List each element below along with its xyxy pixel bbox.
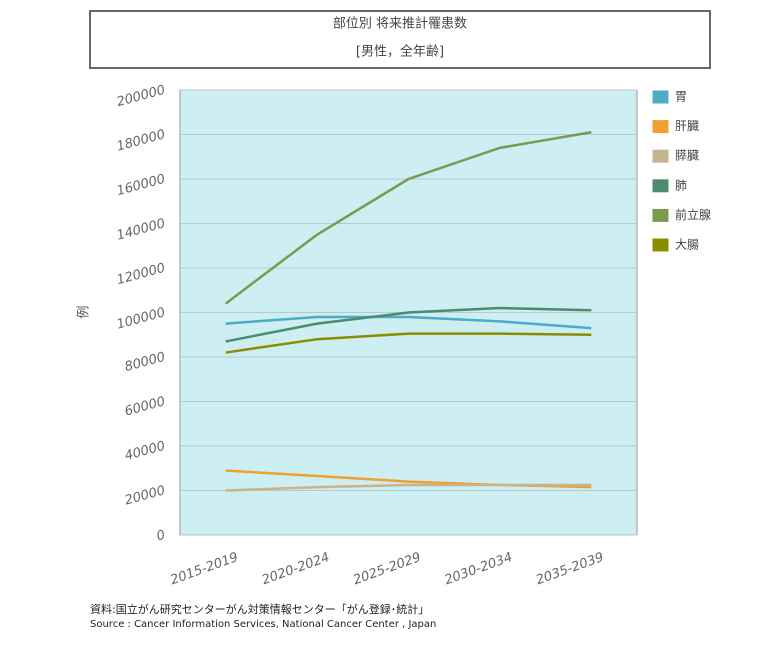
x-tick-label: 2015-2019 <box>169 550 241 588</box>
series-line <box>225 315 592 330</box>
x-tick-label: 2025-2029 <box>351 550 423 588</box>
y-tick-label: 80000 <box>123 350 167 375</box>
y-tick-label: 60000 <box>123 394 167 419</box>
legend-swatch <box>651 207 670 223</box>
legend-label: 肺 <box>675 178 687 192</box>
title-box <box>89 10 711 69</box>
legend-swatch <box>651 89 670 105</box>
y-tick-label: 180000 <box>115 127 167 154</box>
legend-swatch <box>651 148 670 164</box>
y-tick-label: 20000 <box>123 483 167 508</box>
x-tick-label: 2035-2039 <box>534 550 606 588</box>
y-axis-label: 例 <box>77 305 92 318</box>
series-line <box>224 131 592 305</box>
legend-swatch <box>651 119 670 135</box>
legend-label: 膵臓 <box>675 149 699 163</box>
legend-label: 前立腺 <box>675 207 711 222</box>
y-tick-label: 160000 <box>115 172 167 199</box>
series-line <box>225 306 592 343</box>
series-line <box>225 483 592 492</box>
y-tick-label: 100000 <box>115 305 167 332</box>
x-tick-label: 2020-2024 <box>260 550 332 588</box>
y-tick-label: 200000 <box>115 83 167 110</box>
y-tick-label: 40000 <box>123 439 167 464</box>
x-tick-label: 2030-2034 <box>443 550 515 588</box>
y-tick-label: 140000 <box>115 216 167 243</box>
y-tick-label: 120000 <box>115 261 167 288</box>
legend-label: 大腸 <box>675 238 699 252</box>
chart-subtitle: [男性，全年齢] <box>356 44 444 60</box>
chart-title: 部位別 将来推計罹患数 <box>333 16 467 32</box>
y-tick-label: 0 <box>155 528 167 545</box>
source: 資料:国立がん研究センターがん対策情報センター「がん登録･統計」 <box>90 602 429 616</box>
legend-label: 肝臓 <box>675 119 699 133</box>
legend-swatch <box>651 178 670 194</box>
series-line <box>225 332 592 354</box>
source: Source : Cancer Information Services, Na… <box>90 619 436 630</box>
legend-label: 胃 <box>675 90 687 104</box>
legend-swatch <box>651 237 670 253</box>
